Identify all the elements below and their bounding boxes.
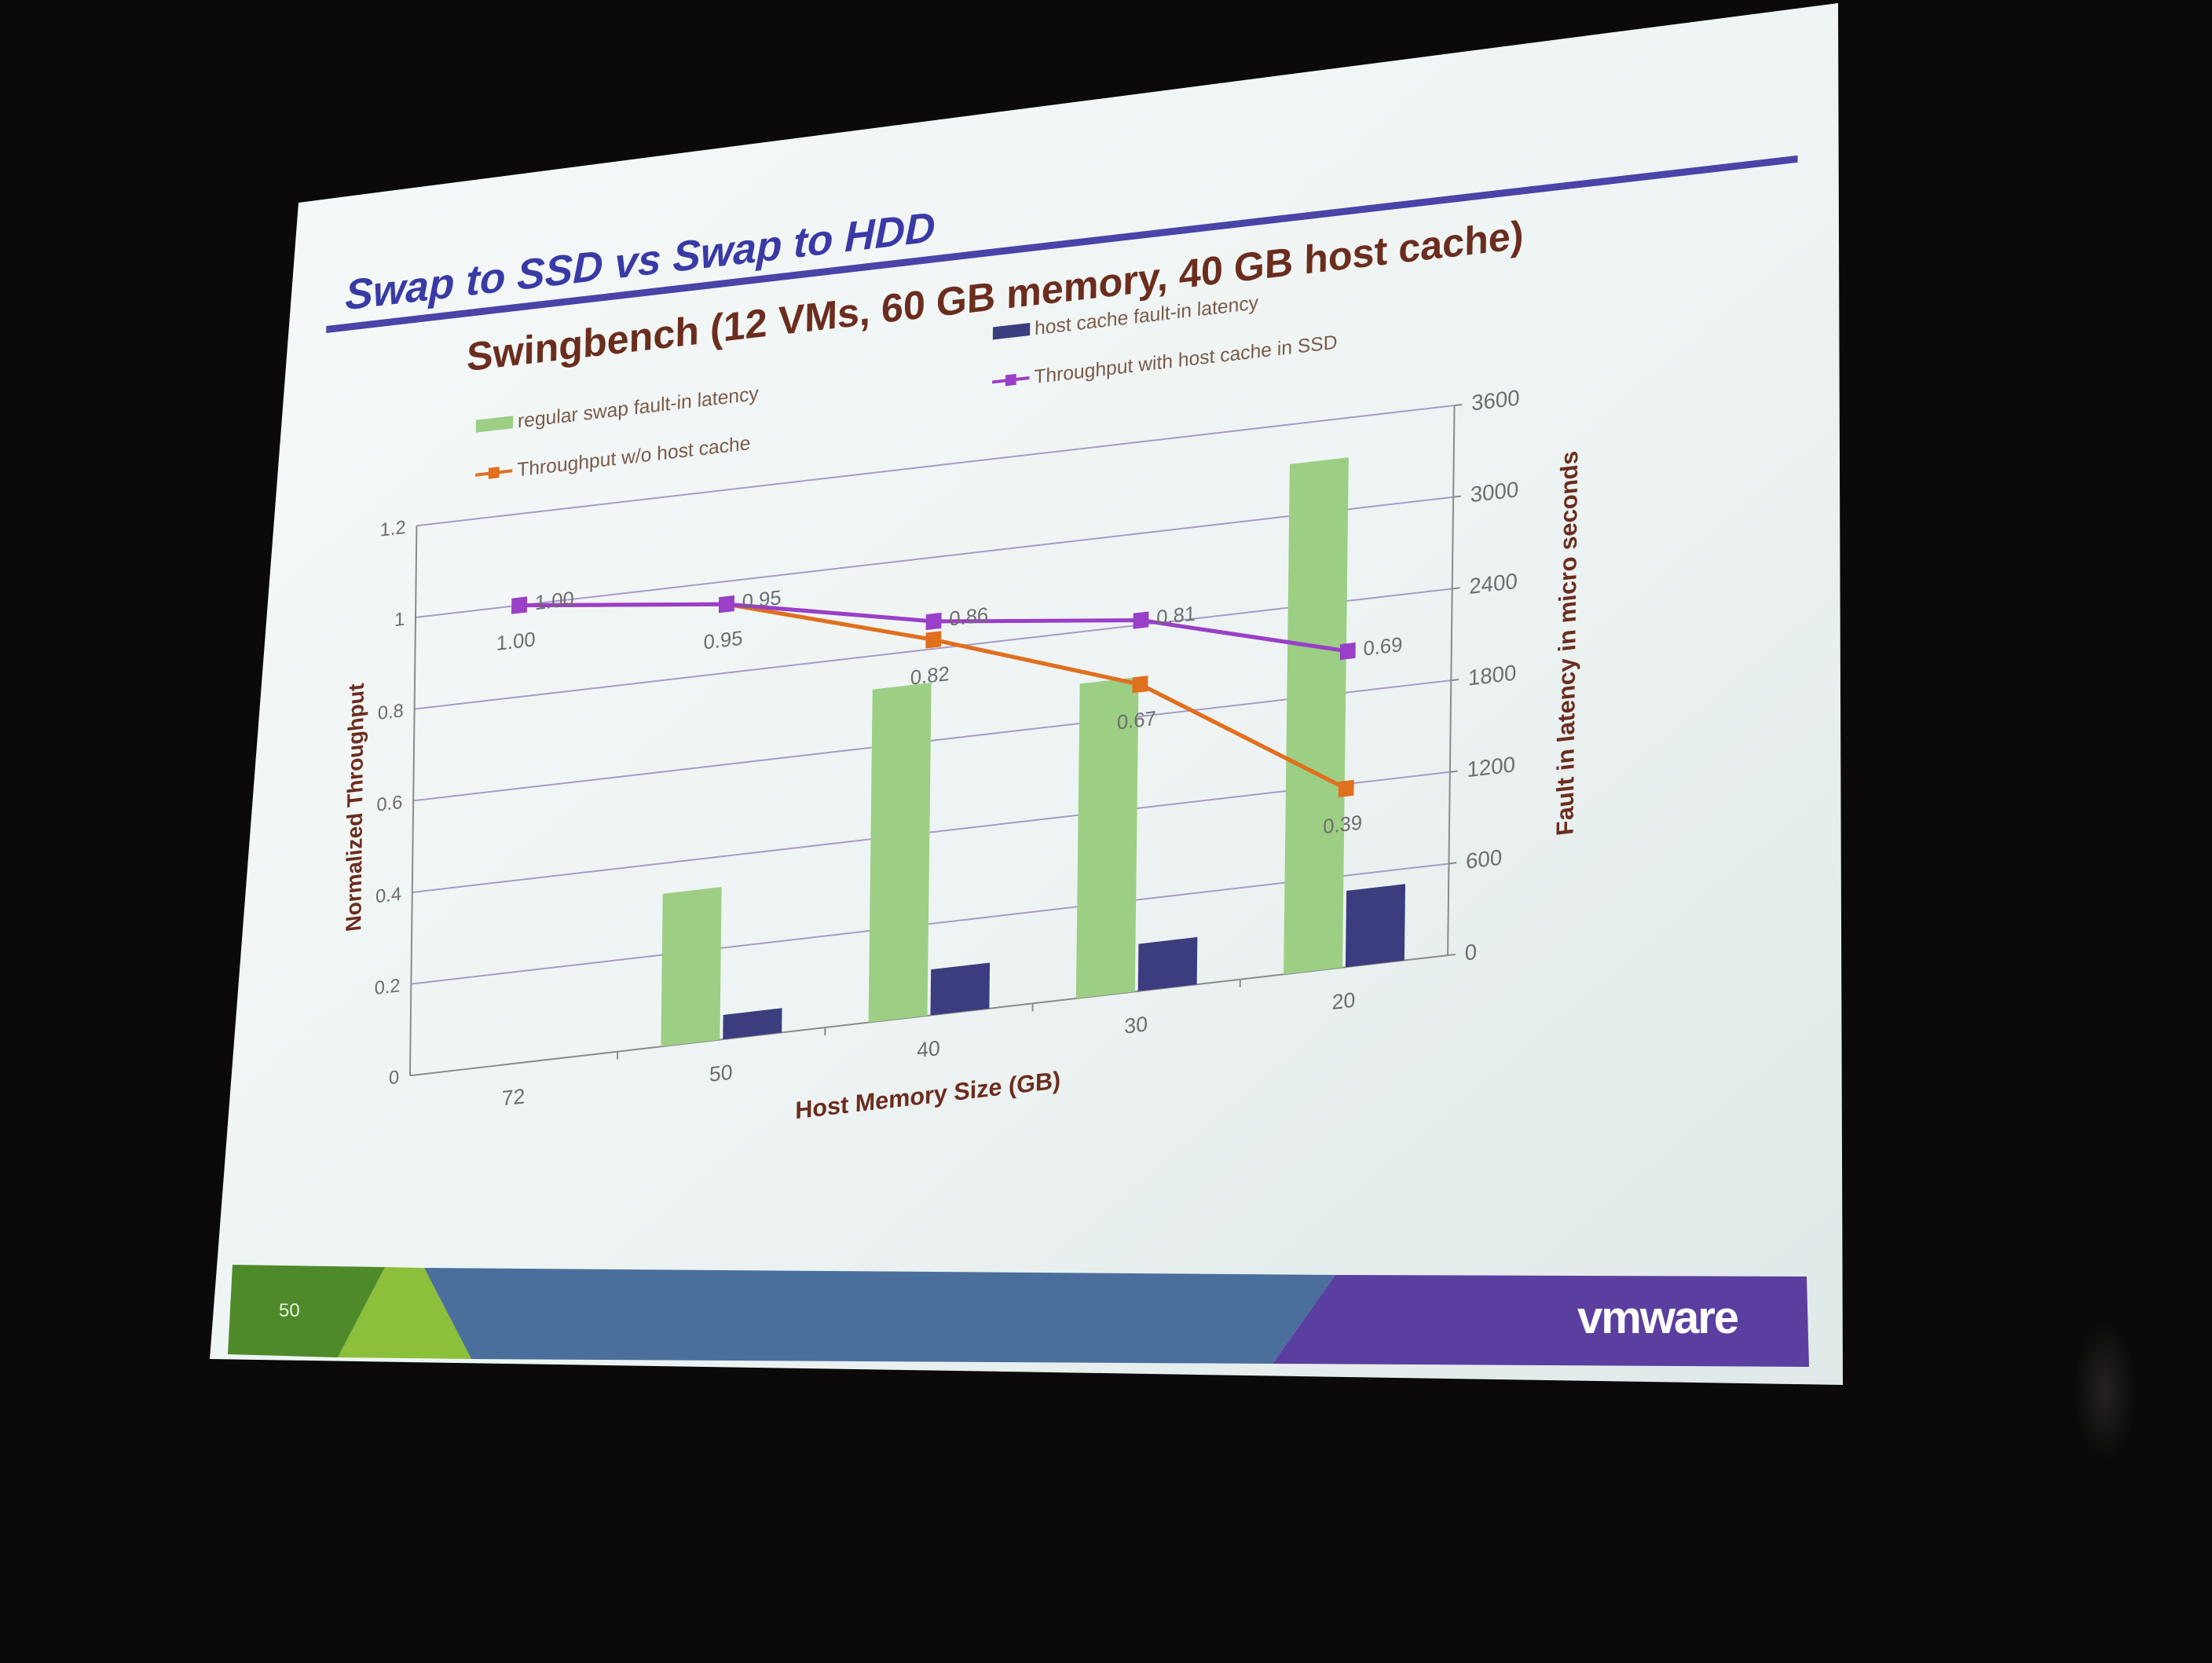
- data-label-with-cache: 0.86: [949, 604, 988, 631]
- x-tick-label: 30: [1124, 1012, 1148, 1038]
- series-marker: [925, 631, 941, 648]
- y2-axis-title: Fault in latency in micro seconds: [1551, 449, 1584, 837]
- series-marker: [1339, 780, 1354, 797]
- y-tick-label: 0.6: [376, 792, 402, 816]
- y-tick-label: 0.4: [375, 883, 401, 907]
- y-tick-label: 0.8: [378, 700, 404, 724]
- x-tick-label: 72: [502, 1084, 526, 1111]
- series-marker: [926, 613, 942, 630]
- y2-tick-label: 0: [1465, 940, 1478, 965]
- x-tick-label: 50: [709, 1060, 733, 1087]
- data-label-with-cache: 0.81: [1156, 603, 1196, 629]
- bar-regular-swap: [869, 683, 932, 1023]
- legend-marker: [489, 467, 500, 479]
- y2-tick-mark: [1450, 771, 1458, 772]
- bar-regular-swap: [661, 887, 721, 1046]
- y2-tick-mark: [1453, 496, 1461, 497]
- footer-blue: [424, 1268, 1335, 1364]
- data-label-without-cache: 0.82: [910, 663, 950, 690]
- series-marker: [511, 596, 527, 614]
- series-marker: [1133, 611, 1148, 628]
- x-tick-label: 40: [917, 1036, 940, 1063]
- y-tick-label: 0.2: [375, 975, 401, 999]
- data-label-with-cache: 0.69: [1363, 634, 1402, 661]
- data-label-without-cache: 1.00: [496, 628, 536, 655]
- y2-tick-label: 600: [1466, 845, 1502, 874]
- bar-host-cache: [1346, 884, 1405, 967]
- data-label-without-cache: 0.67: [1117, 708, 1156, 734]
- y2-tick-mark: [1448, 954, 1456, 955]
- y-axis-title: Normalized Throughput: [341, 682, 368, 932]
- data-label-without-cache: 0.95: [703, 628, 742, 654]
- data-label-without-cache: 0.39: [1323, 811, 1362, 838]
- page-number: 50: [279, 1300, 300, 1321]
- bar-host-cache: [930, 962, 990, 1015]
- data-label-with-cache: 1.00: [535, 588, 574, 614]
- bar-host-cache: [1138, 937, 1198, 991]
- series-marker: [719, 595, 734, 613]
- y-tick-label: 1: [394, 608, 405, 631]
- data-label-with-cache: 0.95: [742, 587, 782, 614]
- x-tick-label: 20: [1331, 988, 1355, 1015]
- y-tick-label: 0: [389, 1067, 399, 1090]
- projection-screen: [210, 3, 1843, 1385]
- background-glow: [2074, 1320, 2137, 1461]
- y-tick-label: 1.2: [380, 517, 406, 541]
- legend-marker: [1005, 374, 1016, 386]
- series-marker: [1132, 676, 1148, 693]
- vmware-logo: vmware: [1577, 1292, 1738, 1343]
- y2-tick-mark: [1451, 679, 1459, 680]
- bar-regular-swap: [1284, 457, 1349, 974]
- footer: 50 vmware: [228, 1265, 1809, 1367]
- series-marker: [1340, 643, 1356, 660]
